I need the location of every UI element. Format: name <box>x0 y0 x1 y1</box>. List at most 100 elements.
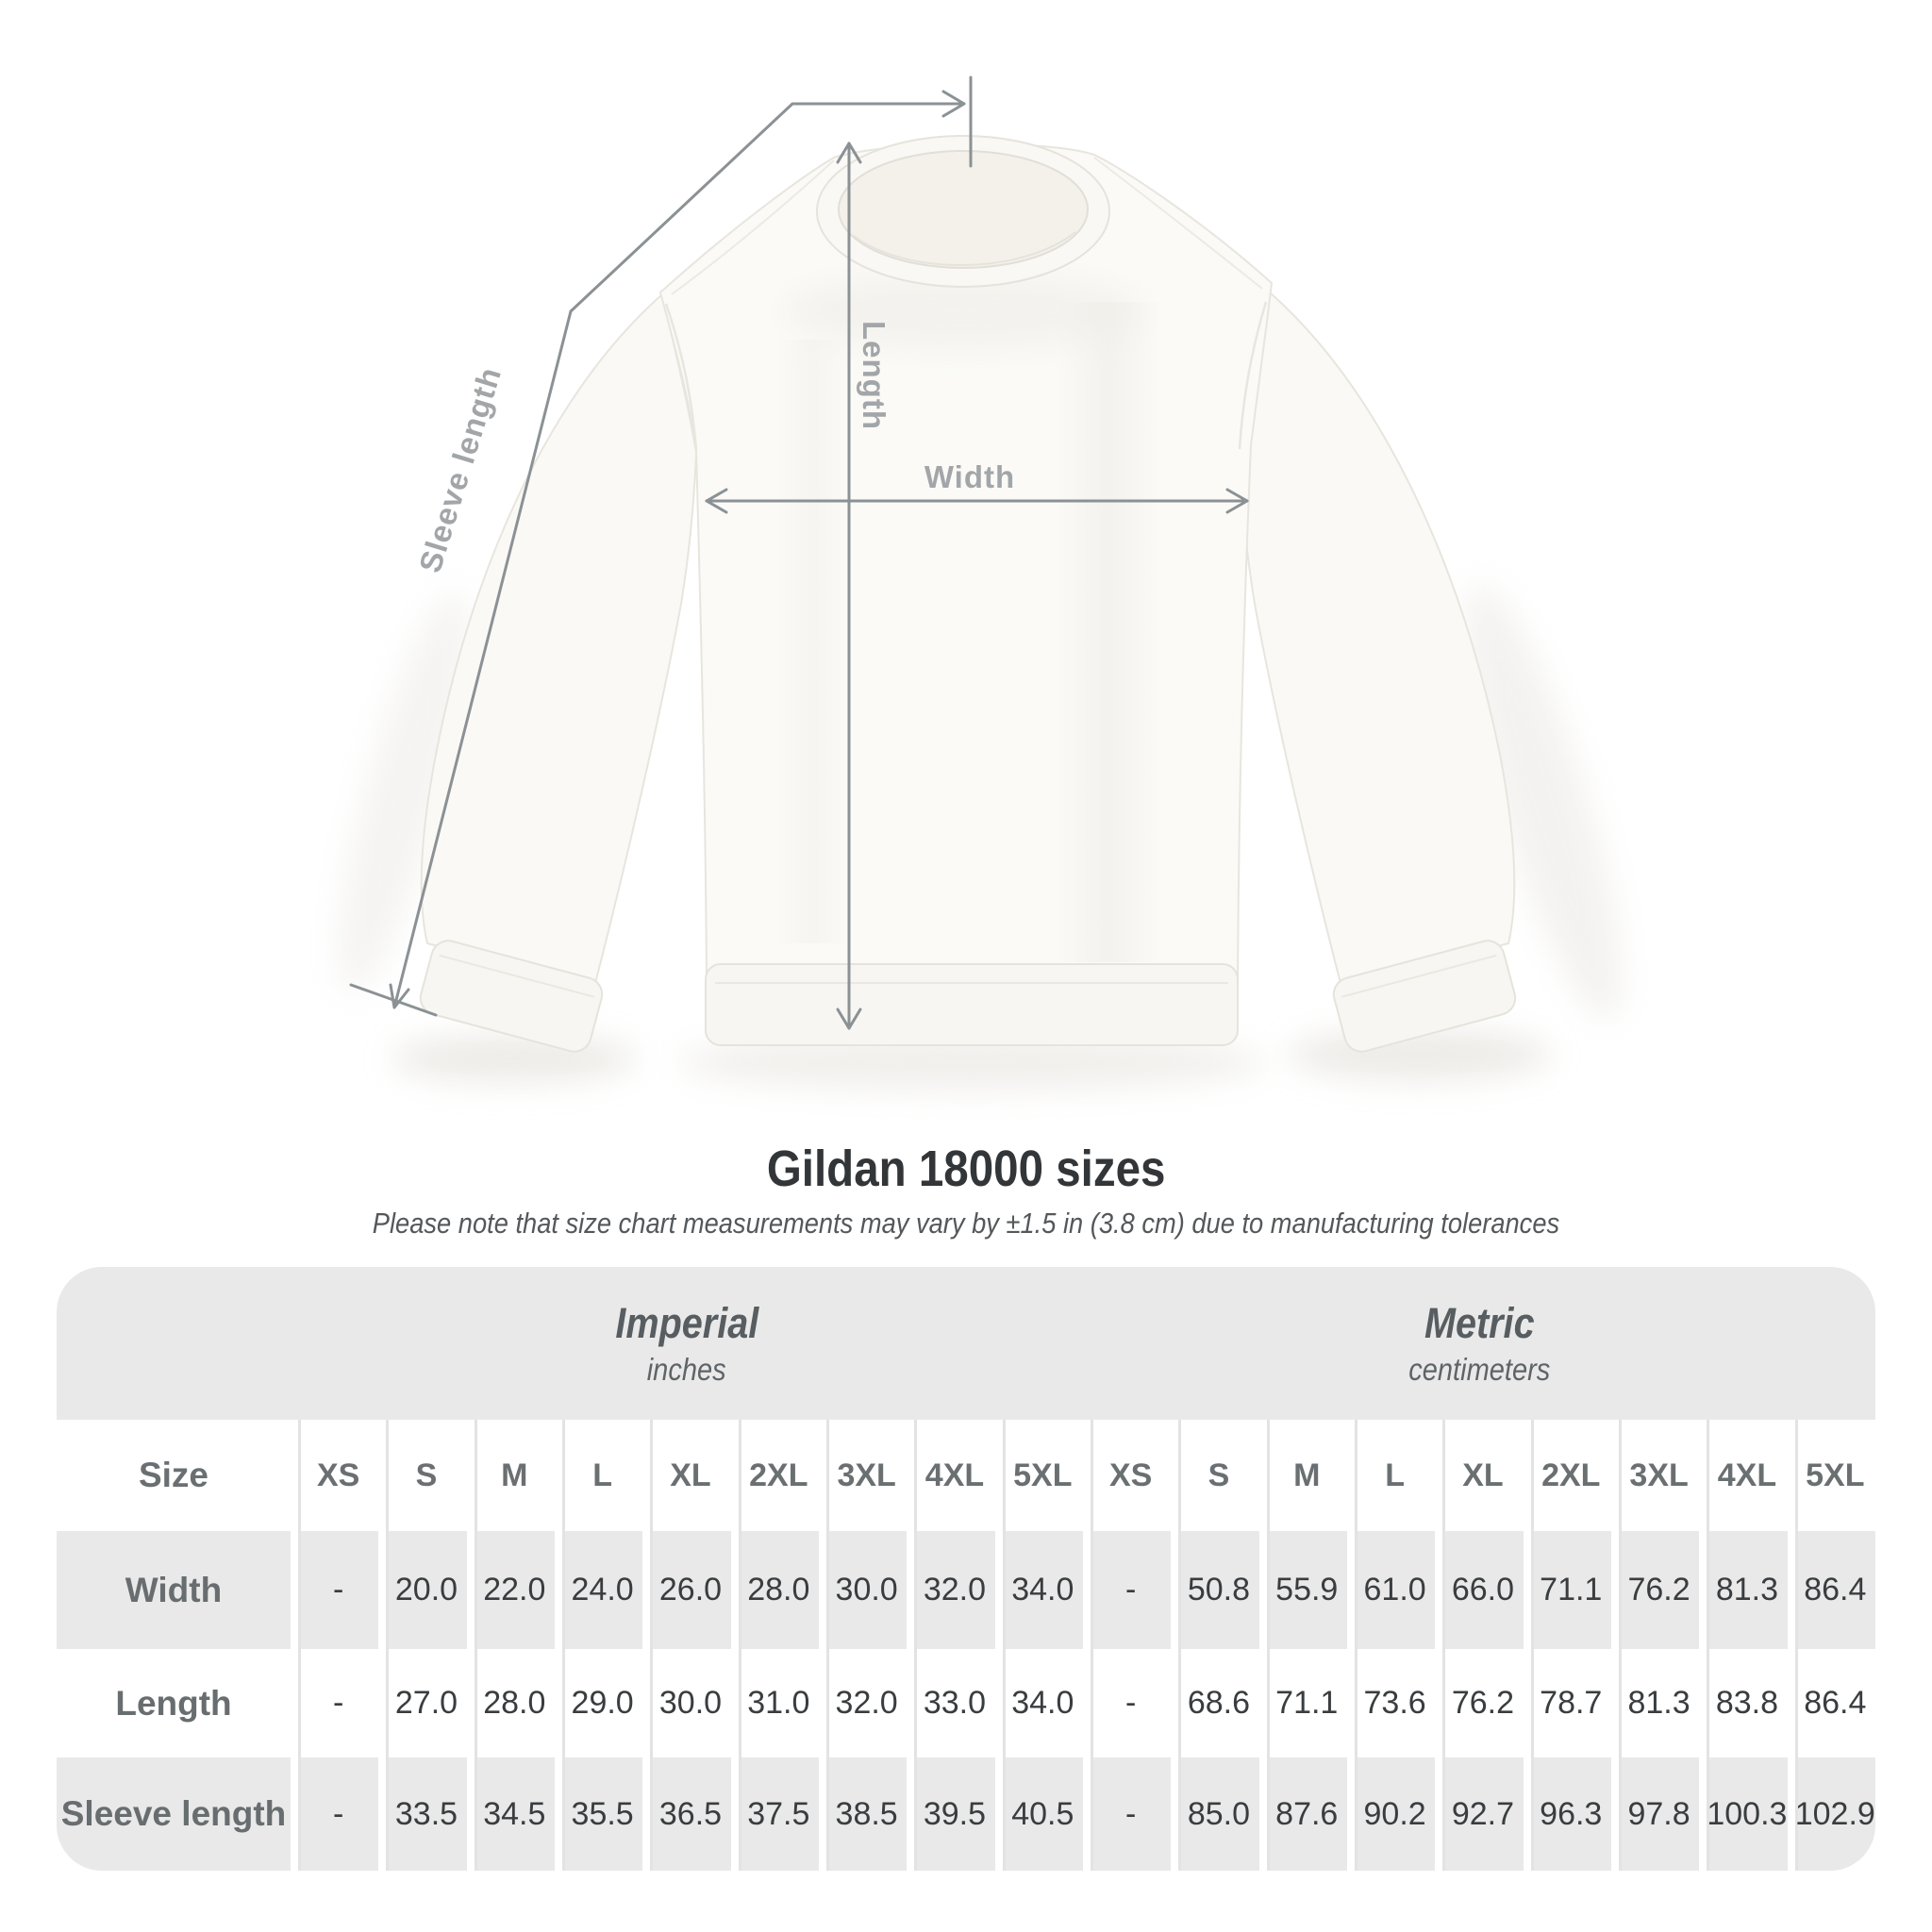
size-header-imperial-xs: XS <box>291 1420 379 1531</box>
sleeve-cell: 33.5 <box>378 1757 467 1871</box>
width-cell: 66.0 <box>1435 1531 1524 1649</box>
tolerance-note-text: Please note that size chart measurements… <box>372 1207 1560 1240</box>
sleeve-cell: 100.3 <box>1699 1757 1788 1871</box>
width-dimension-label: Width <box>924 459 1016 494</box>
size-header-metric-m: M <box>1258 1420 1347 1531</box>
page-title: Gildan 18000 sizes <box>0 1140 1932 1198</box>
size-header-metric-l: L <box>1346 1420 1436 1531</box>
size-header-imperial-xl: XL <box>642 1420 731 1531</box>
size-header-metric-5xl: 5XL <box>1787 1420 1875 1531</box>
length-cell: 29.0 <box>554 1649 643 1757</box>
arrowhead-down-icon <box>836 1008 862 1030</box>
width-cell: 55.9 <box>1258 1531 1347 1649</box>
arrowhead-left-icon <box>705 488 728 514</box>
page-title-text: Gildan 18000 sizes <box>766 1141 1166 1197</box>
length-cell: 83.8 <box>1699 1649 1788 1757</box>
sleeve-cell: 97.8 <box>1610 1757 1700 1871</box>
length-cell: 68.6 <box>1171 1649 1259 1757</box>
length-cell: 31.0 <box>730 1649 819 1757</box>
size-header-metric-s: S <box>1171 1420 1259 1531</box>
sleeve-cell: - <box>291 1757 379 1871</box>
width-cell: 86.4 <box>1787 1531 1875 1649</box>
width-cell: 71.1 <box>1523 1531 1611 1649</box>
sleeve-length-line <box>392 102 966 1009</box>
width-cell: 24.0 <box>554 1531 643 1649</box>
length-cell: 27.0 <box>378 1649 467 1757</box>
corner-cell <box>57 1267 291 1420</box>
imperial-group-header: Imperial inches <box>291 1267 1083 1420</box>
table-row-length: Length - 27.0 28.0 29.0 30.0 31.0 32.0 3… <box>57 1649 1875 1757</box>
cuff-tick <box>349 983 438 1017</box>
size-header-imperial-m: M <box>466 1420 555 1531</box>
length-cell: - <box>291 1649 379 1757</box>
width-cell: - <box>291 1531 379 1649</box>
width-cell: 32.0 <box>907 1531 995 1649</box>
size-header-row: Size XS S M L XL 2XL 3XL 4XL 5XL XS S M … <box>57 1420 1875 1531</box>
sleeve-cell: 34.5 <box>466 1757 555 1871</box>
size-header-imperial-5xl: 5XL <box>994 1420 1083 1531</box>
imperial-group-name: Imperial <box>615 1299 758 1347</box>
sleeve-cell: 37.5 <box>730 1757 819 1871</box>
size-header-metric-2xl: 2XL <box>1523 1420 1611 1531</box>
metric-group-header: Metric centimeters <box>1082 1267 1875 1420</box>
length-cell: - <box>1082 1649 1172 1757</box>
width-cell: 61.0 <box>1346 1531 1436 1649</box>
size-table-container: Imperial inches Metric centimeters Size … <box>57 1267 1875 1871</box>
length-cell: 78.7 <box>1523 1649 1611 1757</box>
row-label-length: Length <box>57 1649 291 1757</box>
row-label-sleeve-length: Sleeve length <box>57 1757 291 1871</box>
width-cell: 22.0 <box>466 1531 555 1649</box>
length-cell: 32.0 <box>818 1649 908 1757</box>
dimension-lines <box>349 75 1249 1030</box>
size-table: Imperial inches Metric centimeters Size … <box>57 1267 1875 1871</box>
left-cuff <box>419 940 604 1053</box>
row-label-width: Width <box>57 1531 291 1649</box>
sleeve-cell: - <box>1082 1757 1172 1871</box>
sleeve-cell: 39.5 <box>907 1757 995 1871</box>
tolerance-note: Please note that size chart measurements… <box>0 1204 1932 1243</box>
length-dimension-label: Length <box>857 321 891 430</box>
sleeve-cell: 96.3 <box>1523 1757 1611 1871</box>
width-cell: 30.0 <box>818 1531 908 1649</box>
metric-group-name: Metric <box>1424 1299 1535 1347</box>
metric-group-unit: centimeters <box>1407 1352 1551 1387</box>
length-cell: 73.6 <box>1346 1649 1436 1757</box>
width-cell: - <box>1082 1531 1172 1649</box>
sweatshirt-image <box>419 135 1517 1053</box>
length-cell: 30.0 <box>642 1649 731 1757</box>
length-cell: 34.0 <box>994 1649 1083 1757</box>
length-cell: 81.3 <box>1610 1649 1700 1757</box>
imperial-group-unit: inches <box>647 1352 726 1387</box>
arrowhead-right-icon <box>941 90 966 118</box>
sleeve-cell: 36.5 <box>642 1757 731 1871</box>
sleeve-cell: 102.9 <box>1787 1757 1875 1871</box>
sleeve-cell: 38.5 <box>818 1757 908 1871</box>
sleeve-cell: 85.0 <box>1171 1757 1259 1871</box>
length-cell: 76.2 <box>1435 1649 1524 1757</box>
arrowhead-up-icon <box>836 142 862 164</box>
table-row-sleeve-length: Sleeve length - 33.5 34.5 35.5 36.5 37.5… <box>57 1757 1875 1871</box>
width-cell: 34.0 <box>994 1531 1083 1649</box>
length-cell: 86.4 <box>1787 1649 1875 1757</box>
length-cell: 33.0 <box>907 1649 995 1757</box>
size-header-metric-xl: XL <box>1435 1420 1524 1531</box>
size-header-imperial-l: L <box>554 1420 643 1531</box>
length-cell: 28.0 <box>466 1649 555 1757</box>
sleeve-cell: 92.7 <box>1435 1757 1524 1871</box>
table-row-width: Width - 20.0 22.0 24.0 26.0 28.0 30.0 32… <box>57 1531 1875 1649</box>
sleeve-cell: 40.5 <box>994 1757 1083 1871</box>
width-cell: 28.0 <box>730 1531 819 1649</box>
arrowhead-cuff-icon <box>389 983 410 1009</box>
unit-group-row: Imperial inches Metric centimeters <box>57 1267 1875 1420</box>
size-header-metric-4xl: 4XL <box>1699 1420 1788 1531</box>
sleeve-cell: 35.5 <box>554 1757 643 1871</box>
size-header-metric-xs: XS <box>1082 1420 1172 1531</box>
size-header-imperial-3xl: 3XL <box>818 1420 908 1531</box>
size-header-imperial-s: S <box>378 1420 467 1531</box>
size-header-metric-3xl: 3XL <box>1610 1420 1700 1531</box>
right-cuff <box>1332 940 1517 1053</box>
length-cell: 71.1 <box>1258 1649 1347 1757</box>
size-column-header: Size <box>57 1420 291 1531</box>
sweatshirt-diagram <box>339 75 1622 1091</box>
